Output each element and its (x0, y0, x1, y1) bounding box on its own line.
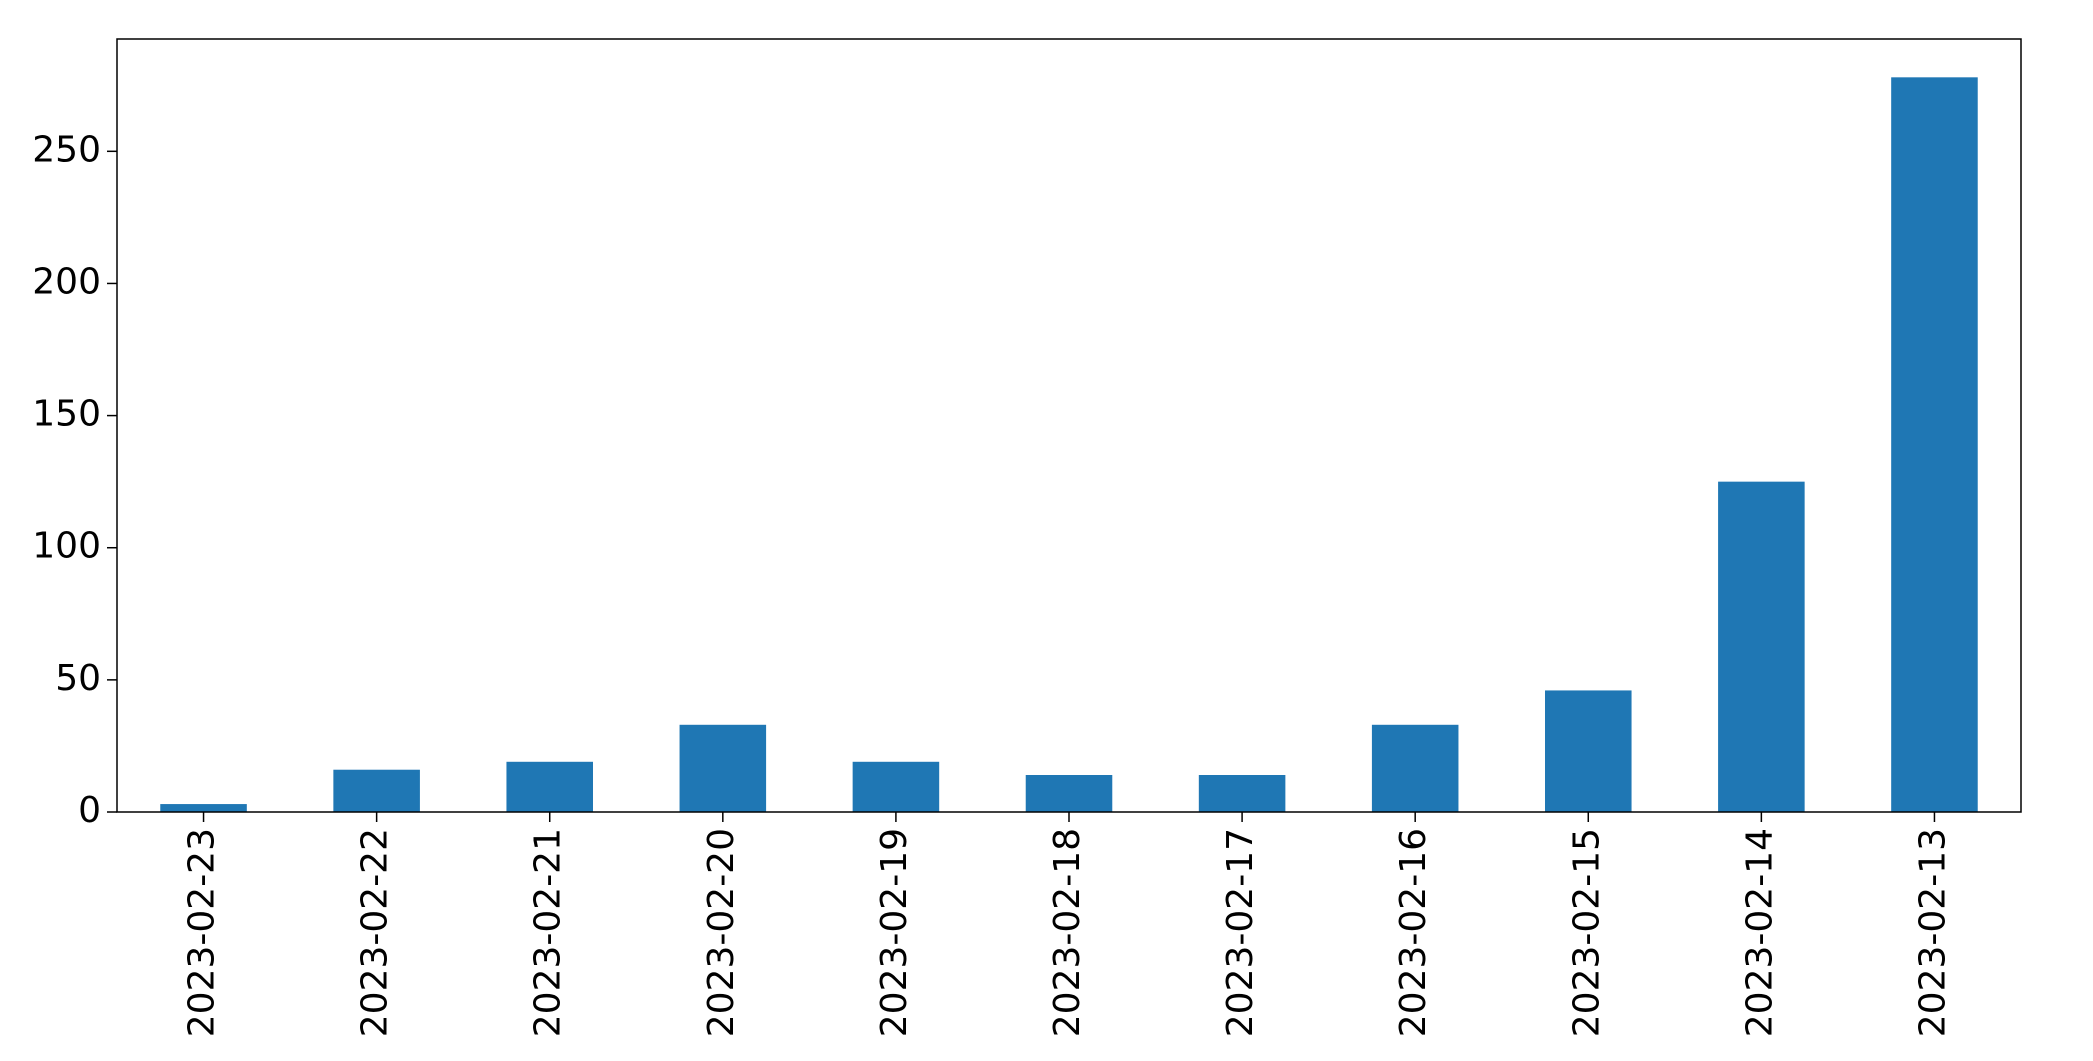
x-tick-label: 2023-02-16 (1393, 828, 1434, 1037)
x-tick-label: 2023-02-19 (874, 828, 915, 1037)
y-tick-label: 250 (32, 129, 101, 170)
x-tick-label: 2023-02-20 (701, 828, 742, 1037)
y-axis: 0 50 100 150 200 250 (32, 129, 117, 831)
y-tick-label: 0 (78, 790, 101, 831)
plot-area (117, 39, 2021, 812)
x-tick-label: 2023-02-18 (1047, 828, 1088, 1037)
x-tick-label: 2023-02-21 (528, 828, 569, 1037)
bar-2023-02-13 (1891, 77, 1978, 812)
plot-frame (116, 38, 2022, 813)
bar-2023-02-23 (160, 804, 247, 812)
bar-2023-02-16 (1371, 724, 1459, 812)
y-tick-label: 150 (32, 394, 101, 435)
x-tick-label: 2023-02-13 (1912, 828, 1953, 1037)
bar-2023-02-17 (1198, 775, 1286, 812)
bar-2023-02-22 (333, 769, 420, 812)
bar-2023-02-18 (1025, 775, 1113, 812)
bar-2023-02-14 (1718, 481, 1805, 812)
x-tick-label: 2023-02-17 (1220, 828, 1261, 1037)
x-tick-label: 2023-02-23 (182, 828, 223, 1037)
y-tick-label: 200 (32, 261, 101, 302)
bar-2023-02-21 (506, 761, 593, 812)
x-axis: 2023-02-23 2023-02-22 2023-02-21 2023-02-20… (182, 812, 1953, 1037)
y-tick-label: 50 (55, 658, 101, 699)
x-tick-label: 2023-02-15 (1566, 828, 1607, 1037)
bar-2023-02-20 (679, 724, 767, 812)
x-tick-label: 2023-02-22 (355, 828, 396, 1037)
bar-2023-02-15 (1545, 690, 1632, 812)
bar-2023-02-19 (852, 761, 940, 812)
x-tick-label: 2023-02-14 (1739, 828, 1780, 1037)
bars-layer (160, 77, 1978, 812)
y-tick-label: 100 (32, 526, 101, 567)
